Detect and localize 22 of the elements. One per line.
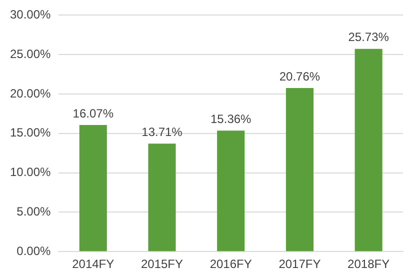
- y-tick-label: 30.00%: [10, 8, 52, 22]
- bar: [148, 144, 176, 252]
- y-tick-label: 25.00%: [10, 46, 52, 61]
- bar: [354, 48, 382, 252]
- y-tick-label: 5.00%: [16, 204, 52, 219]
- bar: [286, 88, 314, 252]
- y-tick-label: 10.00%: [10, 165, 52, 180]
- data-label: 13.71%: [142, 124, 183, 139]
- x-tick-label: 2018FY: [348, 257, 390, 272]
- bar: [79, 124, 107, 252]
- y-tick-label: 0.00%: [16, 244, 52, 258]
- x-tick-label: 2016FY: [210, 257, 252, 272]
- data-label: 20.76%: [279, 69, 320, 84]
- data-label: 25.73%: [348, 30, 390, 44]
- x-tick-label: 2015FY: [140, 257, 184, 272]
- bar: [217, 130, 245, 252]
- y-tick-label: 20.00%: [10, 86, 52, 100]
- x-tick-label: 2014FY: [72, 257, 114, 272]
- x-tick-label: 2017FY: [278, 257, 321, 272]
- y-tick-label: 15.00%: [10, 126, 52, 140]
- data-label: 16.07%: [72, 106, 114, 120]
- data-label: 15.36%: [210, 112, 252, 126]
